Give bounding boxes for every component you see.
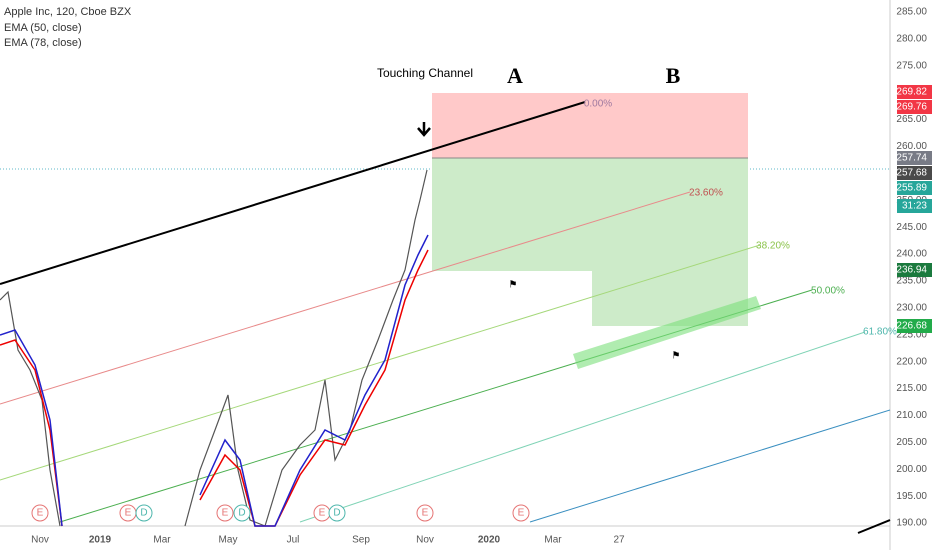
y-tick-label: 285.00 <box>896 7 927 18</box>
ema-line <box>199 249 429 527</box>
price-marker-label: 257.74 <box>896 153 927 164</box>
highlight-band <box>573 296 761 369</box>
event-marker <box>416 504 434 522</box>
y-tick-label: 200.00 <box>896 464 927 475</box>
price-marker-label: 269.76 <box>896 102 927 113</box>
event-label: E <box>37 508 44 519</box>
price-marker <box>897 263 932 277</box>
y-tick-label: 265.00 <box>896 114 927 125</box>
price-path <box>0 290 61 527</box>
event-marker <box>31 504 49 522</box>
fib-line <box>529 409 891 523</box>
arrow-icon <box>417 122 431 137</box>
x-tick-label: 2020 <box>478 535 501 546</box>
channel-line <box>857 519 891 534</box>
event-label: D <box>333 508 340 519</box>
x-tick-label: Nov <box>31 535 49 546</box>
flag-icon: ⚑ <box>672 351 681 362</box>
event-label: D <box>140 508 147 519</box>
flag-icon: ⚑ <box>509 280 518 291</box>
y-tick-label: 260.00 <box>896 141 927 152</box>
header-indicator: EMA (50, close) <box>4 22 82 34</box>
risk-zone <box>432 93 748 158</box>
y-tick-label: 230.00 <box>896 303 927 314</box>
y-tick-label: 205.00 <box>896 437 927 448</box>
fib-label: 61.80% <box>863 327 897 338</box>
price-marker <box>897 319 932 333</box>
header-title: Apple Inc, 120, Cboe BZX <box>4 6 132 18</box>
y-tick-label: 195.00 <box>896 491 927 502</box>
price-marker-label: 269.82 <box>896 87 927 98</box>
fib-line <box>0 191 691 405</box>
y-tick-label: 240.00 <box>896 249 927 260</box>
price-marker-label: 31:23 <box>902 201 927 212</box>
fib-label: 38.20% <box>756 241 790 252</box>
price-marker <box>897 100 932 114</box>
fib-label: 50.00% <box>811 286 845 297</box>
event-label: D <box>238 508 245 519</box>
price-marker-label: 236.94 <box>896 265 927 276</box>
price-marker-label: 257.68 <box>896 168 927 179</box>
y-tick-label: 245.00 <box>896 222 927 233</box>
header-indicator: EMA (78, close) <box>4 37 82 49</box>
fib-line <box>0 244 761 481</box>
y-tick-label: 275.00 <box>896 60 927 71</box>
event-label: E <box>422 508 429 519</box>
y-tick-label: 215.00 <box>896 383 927 394</box>
price-marker <box>897 166 932 180</box>
y-tick-label: 190.00 <box>896 518 927 529</box>
y-tick-label: 210.00 <box>896 410 927 421</box>
annotation: B <box>666 63 681 88</box>
price-path <box>184 169 428 527</box>
price-marker <box>897 199 932 213</box>
event-label: E <box>319 508 326 519</box>
x-tick-label: Sep <box>352 535 370 546</box>
event-marker <box>135 504 153 522</box>
annotation: A <box>507 63 523 88</box>
fib-line <box>299 331 866 523</box>
y-tick-label: 220.00 <box>896 356 927 367</box>
y-tick-label: 225.00 <box>896 329 927 340</box>
x-tick-label: Mar <box>544 535 562 546</box>
price-marker <box>897 85 932 99</box>
x-tick-label: Jul <box>287 535 300 546</box>
target-zone <box>432 158 748 326</box>
x-tick-label: 27 <box>613 535 625 546</box>
event-label: E <box>125 508 132 519</box>
annotation: Touching Channel <box>377 66 473 80</box>
x-tick-label: Mar <box>153 535 171 546</box>
price-marker-label: 226.68 <box>896 321 927 332</box>
fib-label: 23.60% <box>689 188 723 199</box>
x-tick-label: 2019 <box>89 535 112 546</box>
price-marker <box>897 181 932 195</box>
ema-line <box>199 234 429 527</box>
price-marker-label: 255.89 <box>896 183 927 194</box>
event-marker <box>512 504 530 522</box>
fib-label: 0.00% <box>584 99 612 110</box>
ema-line <box>0 329 63 527</box>
y-tick-label: 235.00 <box>896 276 927 287</box>
event-marker <box>216 504 234 522</box>
event-label: E <box>518 508 525 519</box>
channel-line <box>0 101 586 285</box>
event-marker <box>233 504 251 522</box>
event-label: E <box>222 508 229 519</box>
event-marker <box>328 504 346 522</box>
x-tick-label: May <box>219 535 238 546</box>
price-marker <box>897 151 932 165</box>
y-tick-label: 280.00 <box>896 34 927 45</box>
x-tick-label: Nov <box>416 535 434 546</box>
